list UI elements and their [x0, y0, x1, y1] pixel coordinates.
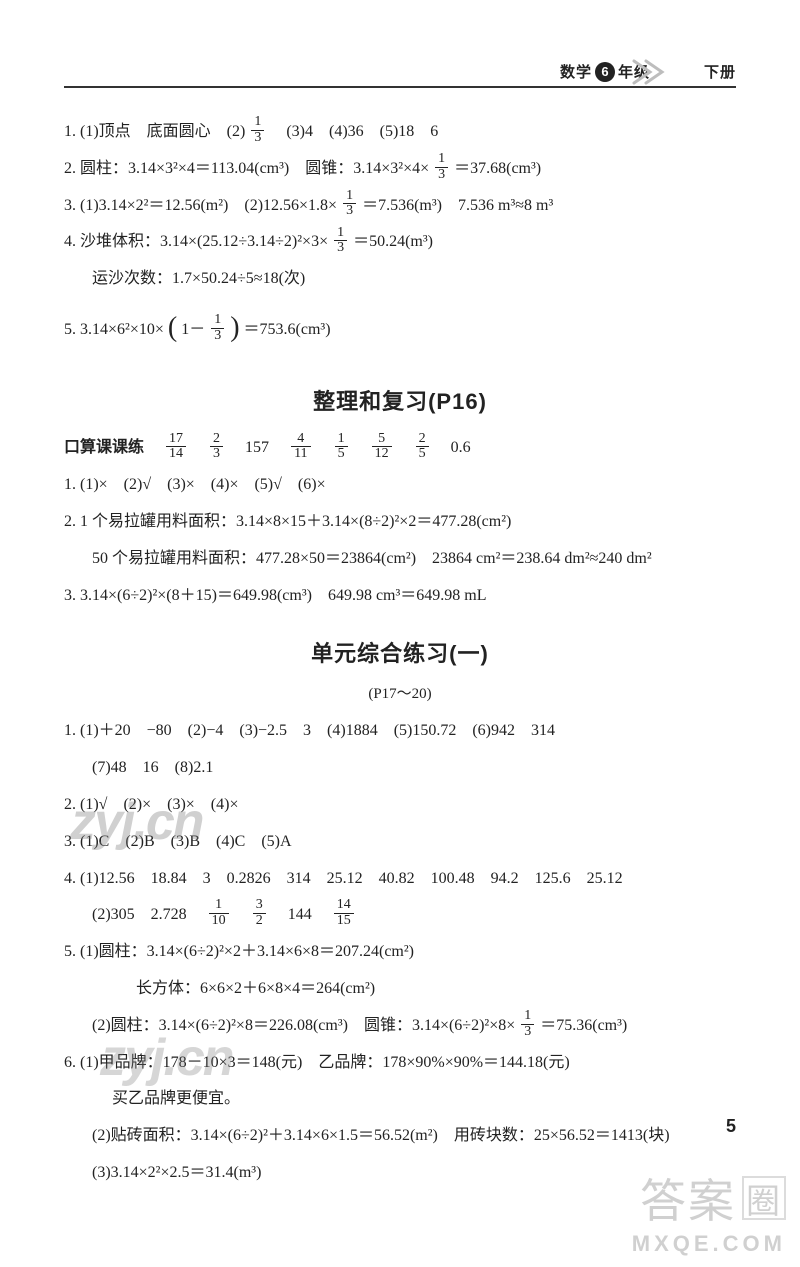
fraction: 13 — [211, 313, 224, 343]
text: ＝37.68(cm³) — [454, 160, 541, 177]
s3-q2: 2. (1)√ (2)× (3)× (4)× — [64, 787, 736, 824]
s2-q2b: 50 个易拉罐用料面积：477.28×50＝23864(cm²) 23864 c… — [64, 541, 736, 578]
page: 数学 6 年级 下册 1. (1)顶点 底面圆心 (2) 13 (3)4 (4)… — [0, 0, 800, 1252]
fraction: 13 — [521, 1009, 534, 1039]
s1-q4a: 4. 沙堆体积：3.14×(25.12÷3.14÷2)²×3× 13 ＝50.2… — [64, 224, 736, 261]
subject-label: 数学 — [560, 61, 592, 82]
text: ＝50.24(m³) — [353, 233, 433, 250]
s3-q5a: 5. (1)圆柱：3.14×(6÷2)²×2＋3.14×6×8＝207.24(c… — [64, 934, 736, 971]
s3-q6d: (3)3.14×2²×2.5＝31.4(m³) — [64, 1155, 736, 1192]
text: ＝75.36(cm³) — [540, 1017, 627, 1034]
fraction: 1714 — [166, 432, 186, 462]
fraction: 13 — [251, 115, 264, 145]
text: 1. (1)顶点 底面圆心 (2) — [64, 123, 245, 140]
fraction: 13 — [343, 189, 356, 219]
fraction: 13 — [435, 152, 448, 182]
paren: ( — [168, 312, 177, 343]
fraction: 23 — [210, 432, 223, 462]
fraction: 1415 — [334, 898, 354, 928]
text: 5. 3.14×6²×10× — [64, 321, 164, 338]
s3-q4b: (2)305 2.728 110 32 144 1415 — [64, 897, 736, 934]
grade-circle: 6 — [595, 62, 615, 82]
book-label: 下册 — [704, 61, 736, 82]
section-subtitle-2: (P17～20) — [64, 682, 736, 703]
s3-q3: 3. (1)C (2)B (3)B (4)C (5)A — [64, 824, 736, 861]
text: 4. 沙堆体积：3.14×(25.12÷3.14÷2)²×3× — [64, 233, 328, 250]
s1-q4b: 运沙次数：1.7×50.24÷5≈18(次) — [64, 261, 736, 298]
fraction: 512 — [372, 432, 392, 462]
text: (2)305 2.728 — [92, 906, 203, 923]
s3-q6b: 买乙品牌更便宜。 — [64, 1081, 736, 1118]
s1-q2: 2. 圆柱：3.14×3²×4＝113.04(cm³) 圆锥：3.14×3²×4… — [64, 151, 736, 188]
fraction: 15 — [335, 432, 348, 462]
label-bold: 口算课课练 — [64, 439, 144, 456]
page-number: 5 — [726, 1116, 736, 1137]
text: (2)圆柱：3.14×(6÷2)²×8＝226.08(cm³) 圆锥：3.14×… — [92, 1017, 515, 1034]
text: 157 — [229, 439, 285, 456]
s1-q1: 1. (1)顶点 底面圆心 (2) 13 (3)4 (4)36 (5)18 6 — [64, 114, 736, 151]
s3-q6a: 6. (1)甲品牌：178－10×3＝148(元) 乙品牌：178×90%×90… — [64, 1045, 736, 1082]
text: 1－ — [181, 321, 205, 338]
text: 2. 圆柱：3.14×3²×4＝113.04(cm³) 圆锥：3.14×3²×4… — [64, 160, 429, 177]
text: (3)4 (4)36 (5)18 6 — [270, 123, 438, 140]
section-title-2: 单元综合练习(一) — [64, 636, 736, 668]
s2-kousuan: 口算课课练 1714 23 157 411 15 512 25 0.6 — [64, 430, 736, 467]
header-rule — [64, 86, 736, 88]
s2-q2a: 2. 1 个易拉罐用料面积：3.14×8×15＋3.14×(8÷2)²×2＝47… — [64, 504, 736, 541]
fraction: 13 — [334, 226, 347, 256]
header-right: 数学 6 年级 下册 — [560, 61, 736, 82]
s3-q1a: 1. (1)＋20 −80 (2)−4 (3)−2.5 3 (4)1884 (5… — [64, 713, 736, 750]
paren: ) — [230, 312, 239, 343]
s3-q4a: 4. (1)12.56 18.84 3 0.2826 314 25.12 40.… — [64, 861, 736, 898]
fraction: 411 — [291, 432, 310, 462]
text: 3. (1)3.14×2²＝12.56(m²) (2)12.56×1.8× — [64, 197, 337, 214]
text: 144 — [272, 906, 328, 923]
s3-q5b: 长方体：6×6×2＋6×8×4＝264(cm²) — [64, 971, 736, 1008]
fraction: 32 — [253, 898, 266, 928]
text: ＝753.6(cm³) — [244, 321, 331, 338]
text: ＝7.536(m³) 7.536 m³≈8 m³ — [362, 197, 553, 214]
s1-q5: 5. 3.14×6²×10× ( 1－ 13 ) ＝753.6(cm³) — [64, 298, 736, 362]
s1-q3: 3. (1)3.14×2²＝12.56(m²) (2)12.56×1.8× 13… — [64, 188, 736, 225]
s3-q5c: (2)圆柱：3.14×(6÷2)²×8＝226.08(cm³) 圆锥：3.14×… — [64, 1008, 736, 1045]
text: 0.6 — [435, 439, 471, 456]
s3-q6c: (2)贴砖面积：3.14×(6÷2)²＋3.14×6×1.5＝56.52(m²)… — [64, 1118, 736, 1155]
section-title-1: 整理和复习(P16) — [64, 384, 736, 416]
s3-q1b: (7)48 16 (8)2.1 — [64, 750, 736, 787]
s2-q3: 3. 3.14×(6÷2)²×(8＋15)＝649.98(cm³) 649.98… — [64, 578, 736, 615]
fraction: 25 — [416, 432, 429, 462]
s2-q1: 1. (1)× (2)√ (3)× (4)× (5)√ (6)× — [64, 467, 736, 504]
page-header: 数学 6 年级 下册 — [64, 40, 736, 88]
fraction: 110 — [209, 898, 229, 928]
